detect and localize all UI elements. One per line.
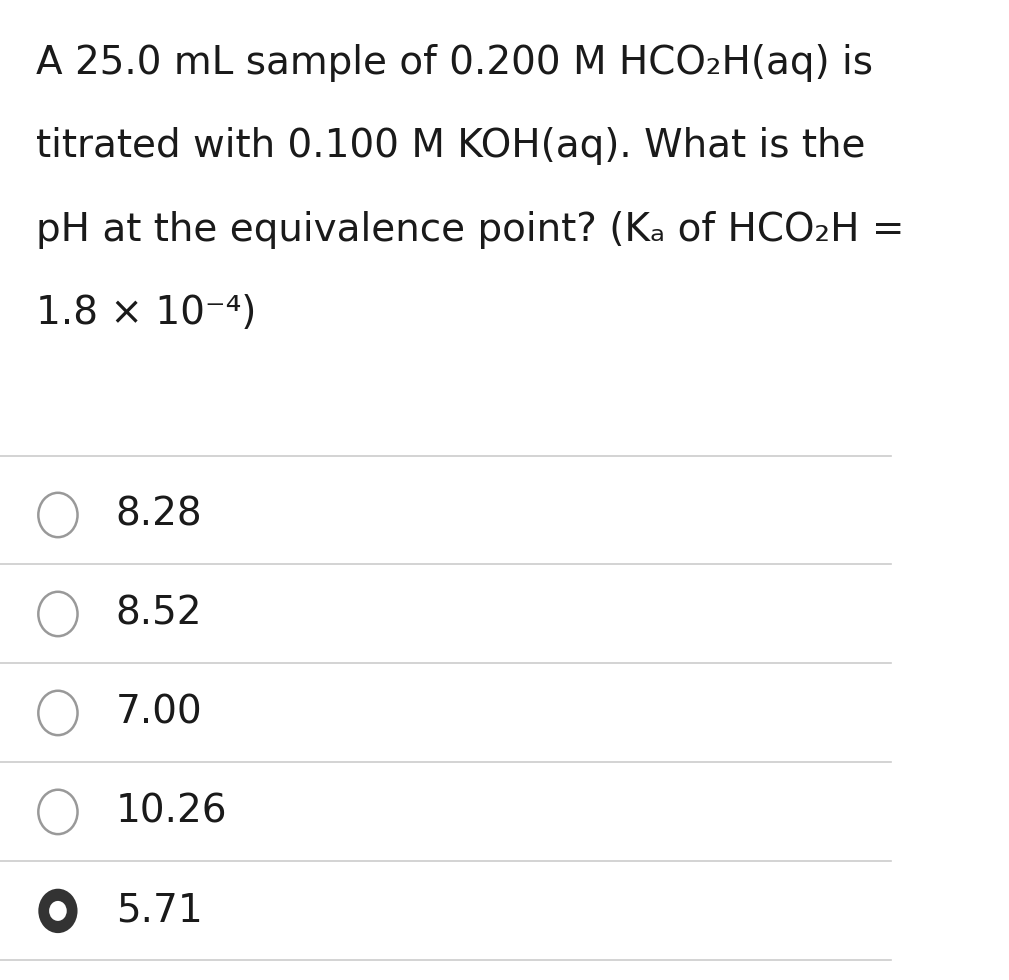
Ellipse shape (38, 592, 78, 636)
Ellipse shape (38, 889, 78, 933)
Text: 5.71: 5.71 (116, 892, 203, 930)
Ellipse shape (38, 790, 78, 834)
Ellipse shape (38, 691, 78, 735)
Text: 1.8 × 10⁻⁴): 1.8 × 10⁻⁴) (35, 294, 256, 332)
Ellipse shape (38, 493, 78, 537)
Text: 8.52: 8.52 (116, 595, 203, 633)
Text: 10.26: 10.26 (116, 793, 227, 831)
Text: 8.28: 8.28 (116, 496, 203, 534)
Text: titrated with 0.100 M KOH(aq). What is the: titrated with 0.100 M KOH(aq). What is t… (35, 127, 865, 166)
Text: 7.00: 7.00 (116, 694, 203, 732)
Text: pH at the equivalence point? (Kₐ of HCO₂H =: pH at the equivalence point? (Kₐ of HCO₂… (35, 211, 904, 249)
Text: A 25.0 mL sample of 0.200 M HCO₂H(aq) is: A 25.0 mL sample of 0.200 M HCO₂H(aq) is (35, 44, 873, 82)
Ellipse shape (49, 901, 67, 921)
